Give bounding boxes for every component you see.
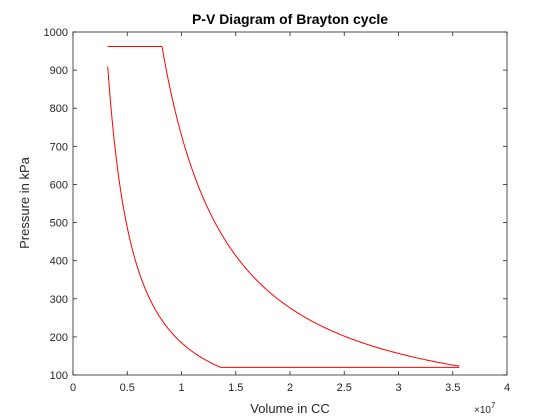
y-tick-label: 200 <box>50 332 68 344</box>
x-tick-label: 3.5 <box>445 382 460 394</box>
x-tick-label: 1.5 <box>228 382 243 394</box>
x-tick-label: 2.5 <box>337 382 352 394</box>
y-tick-label: 700 <box>50 141 68 153</box>
y-tick-label: 600 <box>50 179 68 191</box>
cycle-series <box>107 45 460 368</box>
y-tick-labels: 100 200 300 400 500 600 700 800 900 1000 <box>44 27 68 382</box>
x-tick-labels: 0 0.5 1 1.5 2 2.5 3 3.5 4 <box>70 382 510 394</box>
chart-title: P-V Diagram of Brayton cycle <box>192 11 388 27</box>
y-tick-label: 400 <box>50 256 68 268</box>
x-tick-label: 3 <box>395 382 401 394</box>
y-tick-label: 500 <box>50 218 68 230</box>
process-line-compression <box>107 66 221 368</box>
y-tick-label: 300 <box>50 294 68 306</box>
x-tick-label: 1 <box>178 382 184 394</box>
y-tick-label: 800 <box>50 103 68 115</box>
x-axis-title: Volume in CC <box>250 401 329 416</box>
x-multiplier-base: ×10 <box>474 405 491 416</box>
x-tick-label: 0 <box>70 382 76 394</box>
y-tick-label: 900 <box>50 65 68 77</box>
y-tick-label: 100 <box>50 370 68 382</box>
x-tick-label: 4 <box>504 382 510 394</box>
x-tick-label: 0.5 <box>120 382 135 394</box>
x-tick-label: 2 <box>287 382 293 394</box>
x-multiplier-exponent: 7 <box>491 401 496 410</box>
process-line-expansion <box>161 46 460 367</box>
y-tick-label: 1000 <box>44 27 68 39</box>
y-axis-title: Pressure in kPa <box>17 156 32 249</box>
plot-box <box>72 31 508 376</box>
plot-area <box>73 32 507 375</box>
x-axis-multiplier: ×107 <box>474 401 496 416</box>
